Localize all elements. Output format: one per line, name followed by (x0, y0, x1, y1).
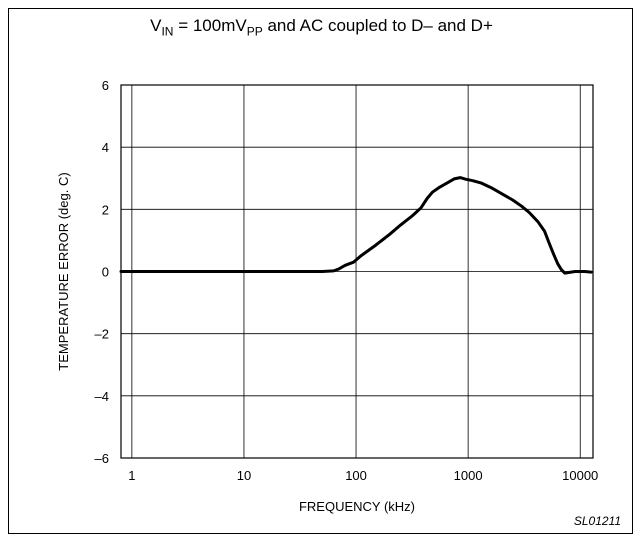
x-tick-label: 100 (345, 468, 367, 483)
y-tick-label: –6 (95, 451, 109, 466)
y-tick-label: 2 (102, 202, 109, 217)
y-tick-label: 4 (102, 140, 109, 155)
series-lines (119, 176, 593, 275)
y-axis-label: TEMPERATURE ERROR (deg. C) (56, 172, 71, 370)
series-line-0 (119, 176, 593, 275)
y-tick-label: –4 (95, 389, 109, 404)
y-tick-label: –2 (95, 327, 109, 342)
y-tick-label: 0 (102, 265, 109, 280)
figure-id: SL01211 (573, 514, 621, 528)
x-tick-labels: 1 10 100 1000 10000 (128, 468, 598, 483)
x-axis-label: FREQUENCY (kHz) (299, 499, 415, 514)
x-tick-label: 1000 (454, 468, 483, 483)
y-tick-labels: 6 4 2 0 –2 –4 –6 (95, 78, 109, 466)
x-tick-label: 10000 (562, 468, 598, 483)
x-tick-label: 1 (128, 468, 135, 483)
chart-title: VIN = 100mVPP and AC coupled to D– and D… (150, 16, 493, 39)
x-tick-label: 10 (237, 468, 251, 483)
y-tick-label: 6 (102, 78, 109, 93)
plot-area (120, 84, 594, 459)
grid-lines (121, 84, 593, 459)
figure-frame (8, 8, 633, 534)
